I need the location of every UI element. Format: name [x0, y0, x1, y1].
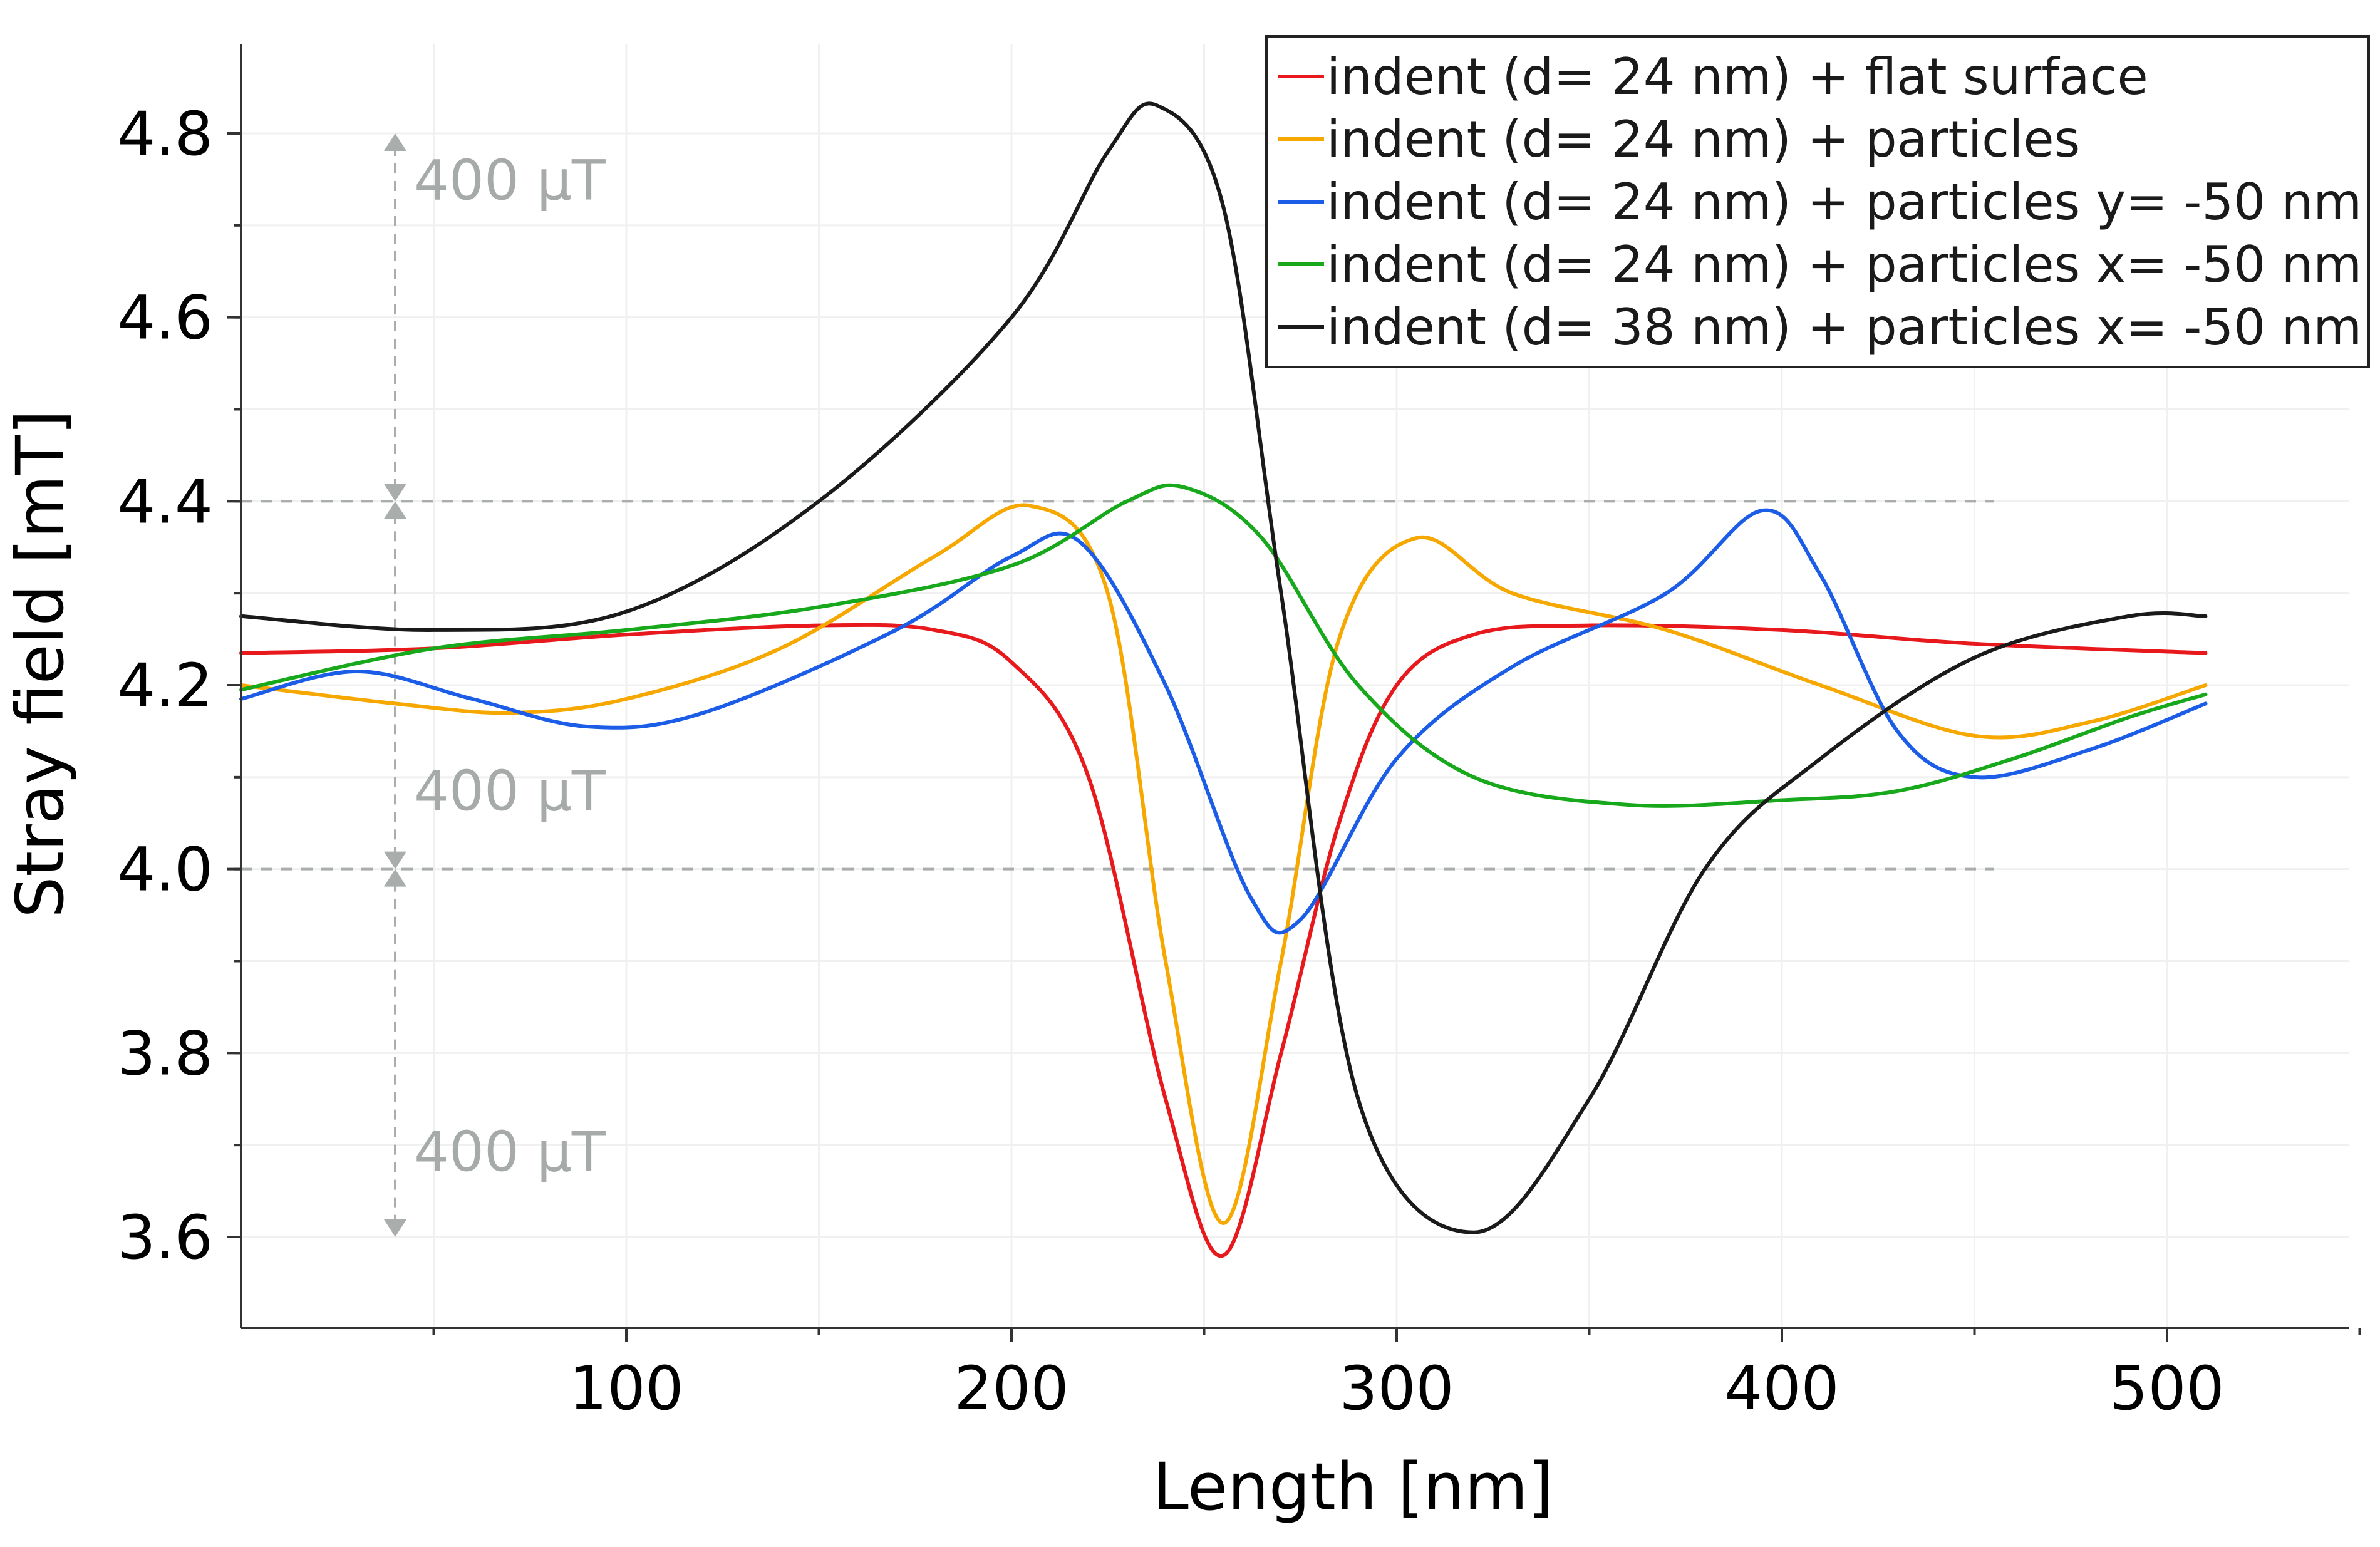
- data-series: [239, 101, 2208, 1258]
- arrow-head-up-icon: [384, 501, 406, 519]
- y-axis-title: Stray field [mT]: [2, 410, 78, 918]
- range-annotations: 400 µT 400 µT 400 µT: [384, 133, 606, 1237]
- y-tick-label: 4.8: [117, 99, 213, 169]
- annotation-label: 400 µT: [414, 759, 606, 824]
- x-tick-label: 200: [954, 1353, 1068, 1424]
- arrow-head-down-icon: [384, 851, 406, 869]
- legend-label-5: indent (d= 38 nm) + particles x= -50 nm: [1327, 298, 2362, 356]
- x-tick-label: 100: [569, 1353, 683, 1424]
- arrow-head-down-icon: [384, 1219, 406, 1237]
- series-line-1: [239, 623, 2208, 1258]
- y-tick-label: 4.2: [117, 651, 213, 721]
- y-tick-label: 3.6: [117, 1203, 213, 1273]
- legend-label-3: indent (d= 24 nm) + particles y= -50 nm: [1327, 173, 2362, 231]
- arrow-head-down-icon: [384, 484, 406, 502]
- legend-box: [1265, 35, 2370, 368]
- x-axis-title: Length [nm]: [1152, 1449, 1553, 1525]
- series-line-4: [239, 483, 2208, 808]
- legend-label-4: indent (d= 24 nm) + particles x= -50 nm: [1327, 235, 2362, 294]
- series-line-2: [239, 503, 2208, 1225]
- series-line-5: [239, 101, 2208, 1234]
- arrow-head-up-icon: [384, 133, 406, 151]
- annotation-label: 400 µT: [414, 1119, 606, 1184]
- legend-label-1: indent (d= 24 nm) + flat surface: [1327, 48, 2148, 106]
- axes: 3.6 3.8 4.0 4.2 4.4 4.6 4.8 100 200 300 400 500: [117, 44, 2361, 1424]
- series-line-3: [239, 508, 2208, 935]
- y-tick-label: 4.4: [117, 467, 213, 537]
- y-tick-label: 4.6: [117, 283, 213, 353]
- x-tick-label: 500: [2109, 1353, 2224, 1424]
- annotation-label: 400 µT: [414, 148, 606, 213]
- arrow-head-up-icon: [384, 869, 406, 887]
- y-tick-label: 3.8: [117, 1018, 213, 1089]
- y-tick-label: 4.0: [117, 835, 213, 905]
- x-tick-label: 300: [1339, 1353, 1454, 1424]
- legend-label-2: indent (d= 24 nm) + particles: [1327, 110, 2080, 168]
- x-tick-label: 400: [1724, 1353, 1839, 1424]
